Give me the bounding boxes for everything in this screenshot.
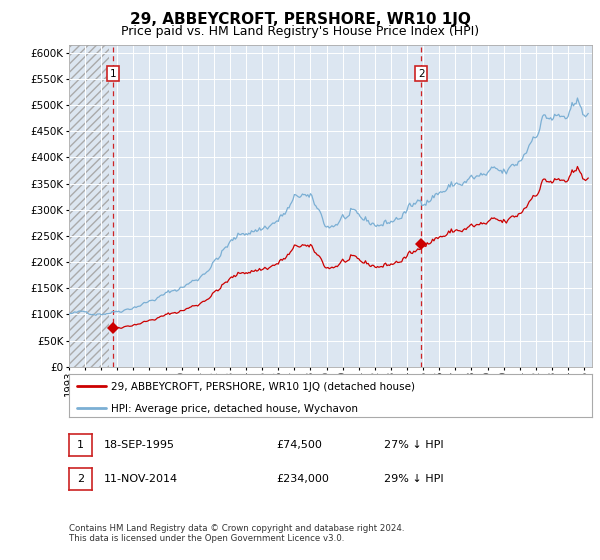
Text: 11-NOV-2014: 11-NOV-2014 bbox=[104, 474, 178, 484]
Text: 1: 1 bbox=[77, 440, 84, 450]
Text: £234,000: £234,000 bbox=[276, 474, 329, 484]
Text: 29% ↓ HPI: 29% ↓ HPI bbox=[384, 474, 443, 484]
Text: £74,500: £74,500 bbox=[276, 440, 322, 450]
Text: 29, ABBEYCROFT, PERSHORE, WR10 1JQ (detached house): 29, ABBEYCROFT, PERSHORE, WR10 1JQ (deta… bbox=[111, 382, 415, 392]
Text: Price paid vs. HM Land Registry's House Price Index (HPI): Price paid vs. HM Land Registry's House … bbox=[121, 25, 479, 38]
Text: 18-SEP-1995: 18-SEP-1995 bbox=[104, 440, 175, 450]
Text: 2: 2 bbox=[77, 474, 84, 484]
Text: 27% ↓ HPI: 27% ↓ HPI bbox=[384, 440, 443, 450]
Text: Contains HM Land Registry data © Crown copyright and database right 2024.
This d: Contains HM Land Registry data © Crown c… bbox=[69, 524, 404, 543]
Bar bbox=[69, 45, 109, 367]
Text: 29, ABBEYCROFT, PERSHORE, WR10 1JQ: 29, ABBEYCROFT, PERSHORE, WR10 1JQ bbox=[130, 12, 470, 27]
Text: 1: 1 bbox=[109, 68, 116, 78]
Text: HPI: Average price, detached house, Wychavon: HPI: Average price, detached house, Wych… bbox=[111, 404, 358, 414]
Text: 2: 2 bbox=[418, 68, 424, 78]
